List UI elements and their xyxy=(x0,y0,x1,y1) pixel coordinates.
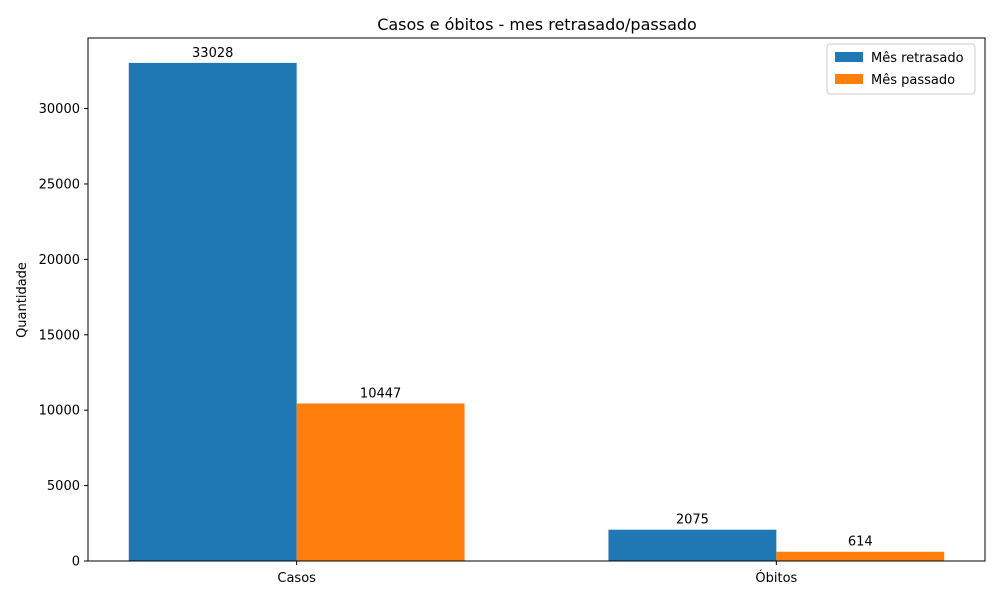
value-label-m-s-passado-obitos: 614 xyxy=(848,535,873,550)
value-label-m-s-retrasado-casos: 33028 xyxy=(192,46,233,61)
y-axis: 0 5000 10000 15000 20000 25000 30000 xyxy=(39,102,88,570)
y-tick-label: 10000 xyxy=(39,404,80,419)
legend-swatch-m-s-passado xyxy=(835,74,863,84)
legend-swatch-m-s-retrasado xyxy=(835,52,863,62)
legend: Mês retrasado Mês passado xyxy=(826,43,976,95)
plot-area: 33028 2075 10447 614 xyxy=(87,37,986,562)
bar-m-s-retrasado-obitos xyxy=(608,529,777,561)
chart-title: Casos e óbitos - mes retrasado/passado xyxy=(377,15,697,34)
y-tick-label: 0 xyxy=(72,555,80,570)
y-tick-label: 30000 xyxy=(39,102,80,117)
y-tick-label: 5000 xyxy=(47,479,80,494)
x-tick-label: Casos xyxy=(277,571,316,586)
bar-m-s-retrasado-casos xyxy=(128,62,297,561)
bar-m-s-passado-casos xyxy=(296,403,465,561)
bar-m-s-passado-obitos xyxy=(776,551,945,561)
y-tick-label: 25000 xyxy=(39,177,80,192)
y-tick-label: 15000 xyxy=(39,328,80,343)
x-axis: Casos Óbitos xyxy=(277,561,798,586)
value-label-m-s-passado-casos: 10447 xyxy=(360,386,401,401)
x-tick-label: Óbitos xyxy=(755,570,797,586)
legend-label-m-s-passado: Mês passado xyxy=(871,73,955,88)
value-label-m-s-retrasado-obitos: 2075 xyxy=(676,513,709,528)
legend-label-m-s-retrasado: Mês retrasado xyxy=(871,51,964,66)
legend-box xyxy=(826,43,976,95)
y-axis-label: Quantidade xyxy=(15,262,30,338)
y-tick-label: 20000 xyxy=(39,253,80,268)
axes-frame xyxy=(87,37,986,562)
